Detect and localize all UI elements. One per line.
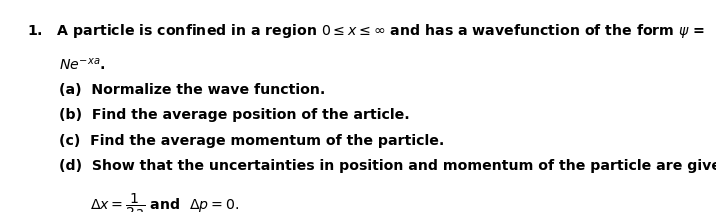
Text: $Ne^{-xa}$.: $Ne^{-xa}$. (59, 56, 105, 72)
Text: 1.   A particle is confined in a region $0 \leq x \leq \infty$ and has a wavefun: 1. A particle is confined in a region $0… (27, 22, 705, 40)
Text: (d)  Show that the uncertainties in position and momentum of the particle are gi: (d) Show that the uncertainties in posit… (59, 159, 716, 173)
Text: (a)  Normalize the wave function.: (a) Normalize the wave function. (59, 83, 325, 97)
Text: $\Delta x = \dfrac{1}{2a}$ and  $\Delta p = 0.$: $\Delta x = \dfrac{1}{2a}$ and $\Delta p… (90, 192, 238, 212)
Text: (c)  Find the average momentum of the particle.: (c) Find the average momentum of the par… (59, 134, 444, 148)
Text: (b)  Find the average position of the article.: (b) Find the average position of the art… (59, 108, 410, 122)
